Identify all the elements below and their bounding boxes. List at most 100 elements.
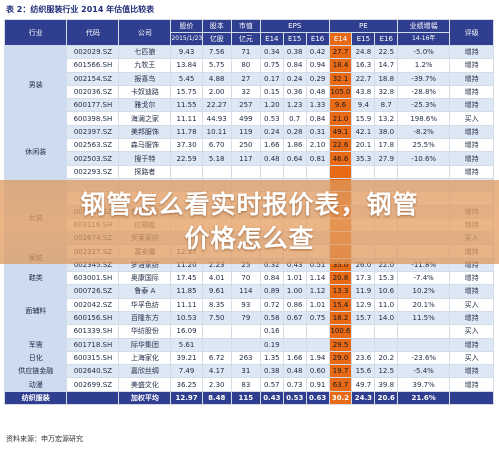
pe15-cell: 35.3 [351,151,376,166]
code-cell: 000726.SZ [66,284,120,299]
pe15-cell: 15.7 [351,310,376,326]
eps14-cell: 0.19 [259,337,284,352]
company-cell: 探路者 [118,164,172,179]
eps16-cell: 0.84 [305,111,330,126]
eps15-cell: 0.38 [282,44,307,60]
average-mv-cell: 115 [230,390,261,406]
pe16-cell [374,324,399,339]
rating-cell: 增持 [449,364,494,379]
growth-cell: -5.0% [397,44,451,60]
header-industry: 行业 [3,19,68,46]
eps16-cell [305,164,330,179]
table-title: 表 2：纺织服装行业 2014 年估值比较表 [6,5,155,14]
pe14-cell [328,164,353,179]
pe16-cell: 14.0 [374,310,399,326]
company-cell: 上海家化 [118,350,172,366]
eps14-cell: 0.75 [259,58,284,73]
code-cell: 002042.SZ [66,297,120,312]
eps14-cell: 0.16 [259,324,284,339]
rating-cell: 买入 [449,324,494,339]
eps14-cell: 1.66 [259,138,284,153]
eps14-cell: 0.38 [259,364,284,379]
company-cell: 森马服饰 [118,138,172,153]
pe15-cell: 22.7 [351,71,376,86]
banner-line-1: 钢管怎么看实时报价表，钢管 [80,190,419,219]
mv-cell: 71 [230,44,261,60]
growth-cell: -25.3% [397,98,451,113]
eps14-cell: 0.24 [259,124,284,140]
eps15-cell: 0.28 [282,124,307,140]
average-price-cell: 12.97 [170,390,203,406]
growth-cell: -7.4% [397,271,451,286]
eps15-cell: 1.01 [282,271,307,286]
eps15-cell [282,337,307,352]
average-rating-cell [449,390,494,406]
table-header: 行业 代码 公司 股价 股本 市值 EPS PE 业绩增幅 评级 2015/1/… [3,19,494,46]
header-price-date: 2015/1/23 [170,32,203,46]
average-eps14-cell: 0.43 [259,390,284,406]
header-mv: 市值 [230,19,261,33]
eps15-cell: 0.64 [282,151,307,166]
industry-cell: 鞋类 [3,271,68,286]
price-cell: 9.43 [170,44,203,60]
industry-cell: 休闲装 [3,124,68,179]
code-cell: 002293.SZ [66,164,120,179]
pe14-cell: 46.6 [328,151,353,166]
pe15-cell: 24.8 [351,44,376,60]
rating-cell: 增持 [449,337,494,352]
eps16-cell: 1.14 [305,271,330,286]
growth-cell: 20.1% [397,297,451,312]
pe15-cell: 11.9 [351,284,376,299]
eps16-cell: 0.75 [305,310,330,326]
cap-cell: 6.70 [201,138,232,153]
average-growth-cell: 21.6% [397,390,451,406]
table-row: 动漫 002699.SZ 美盛文化 36.25 2.30 83 0.57 0.73 0.91 63… [3,377,494,392]
pe14-cell: 13.3 [328,284,353,299]
pe14-cell: 9.6 [328,98,353,113]
price-cell [170,164,203,179]
growth-cell: 39.7% [397,377,451,392]
code-cell: 603001.SH [66,271,120,286]
eps14-cell: 0.53 [259,111,284,126]
table-row: 鞋类 603001.SH 奥康国际 17.45 4.01 70 0.84 1.01 1.14 20… [3,271,494,286]
growth-cell: -23.6% [397,350,451,366]
table-row: 601566.SH 九牧王 13.84 5.75 80 0.75 0.84 0.94 18.4 1… [5,58,494,73]
cap-cell: 22.27 [201,98,232,113]
price-cell: 16.09 [170,324,203,339]
mv-cell [230,337,261,352]
cap-cell [201,324,232,339]
price-cell: 37.30 [170,138,203,153]
pe14-cell: 21.0 [328,111,353,126]
pe16-cell [374,337,399,352]
eps15-cell: 0.84 [282,58,307,73]
header-mv-unit: 亿元 [230,32,261,46]
industry-cell: 面辅料 [3,284,68,339]
code-cell: 600315.SH [66,350,120,366]
eps16-cell: 2.10 [305,138,330,153]
eps16-cell: 0.48 [305,84,330,100]
cap-cell: 4.01 [201,271,232,286]
pe16-cell: 11.0 [374,297,399,312]
table-row: 日化 600315.SH 上海家化 39.21 6.72 263 1.35 1.66 1.94 2… [3,350,494,366]
rating-cell: 增持 [449,310,494,326]
table-row: 男装 002029.SZ 七匹狼 9.43 7.56 71 0.34 0.38 0.42 27.7… [3,44,494,126]
pe15-cell: 12.9 [351,297,376,312]
cap-cell: 44.93 [201,111,232,126]
code-cell: 601566.SH [66,58,120,73]
company-cell: 鲁泰 A [118,284,172,299]
eps15-cell: 1.23 [282,98,307,113]
average-pe14-cell: 30.2 [328,390,353,406]
average-pe16-cell: 20.6 [374,390,399,406]
eps16-cell: 0.81 [305,151,330,166]
header-rating: 评级 [449,19,494,46]
eps15-cell: 0.24 [282,71,307,86]
mv-cell: 27 [230,71,261,86]
pe15-cell: 43.8 [351,84,376,100]
pe14-cell: 20.8 [328,271,353,286]
growth-cell [397,337,451,352]
average-row: 纺织服装 加权平均 12.97 8.48 115 0.43 0.53 0.63 30.2 24.3… [3,390,494,406]
eps15-cell: 1.00 [282,284,307,299]
growth-cell: -28.8% [397,84,451,100]
growth-cell: 11.5% [397,310,451,326]
cap-cell [201,164,232,179]
